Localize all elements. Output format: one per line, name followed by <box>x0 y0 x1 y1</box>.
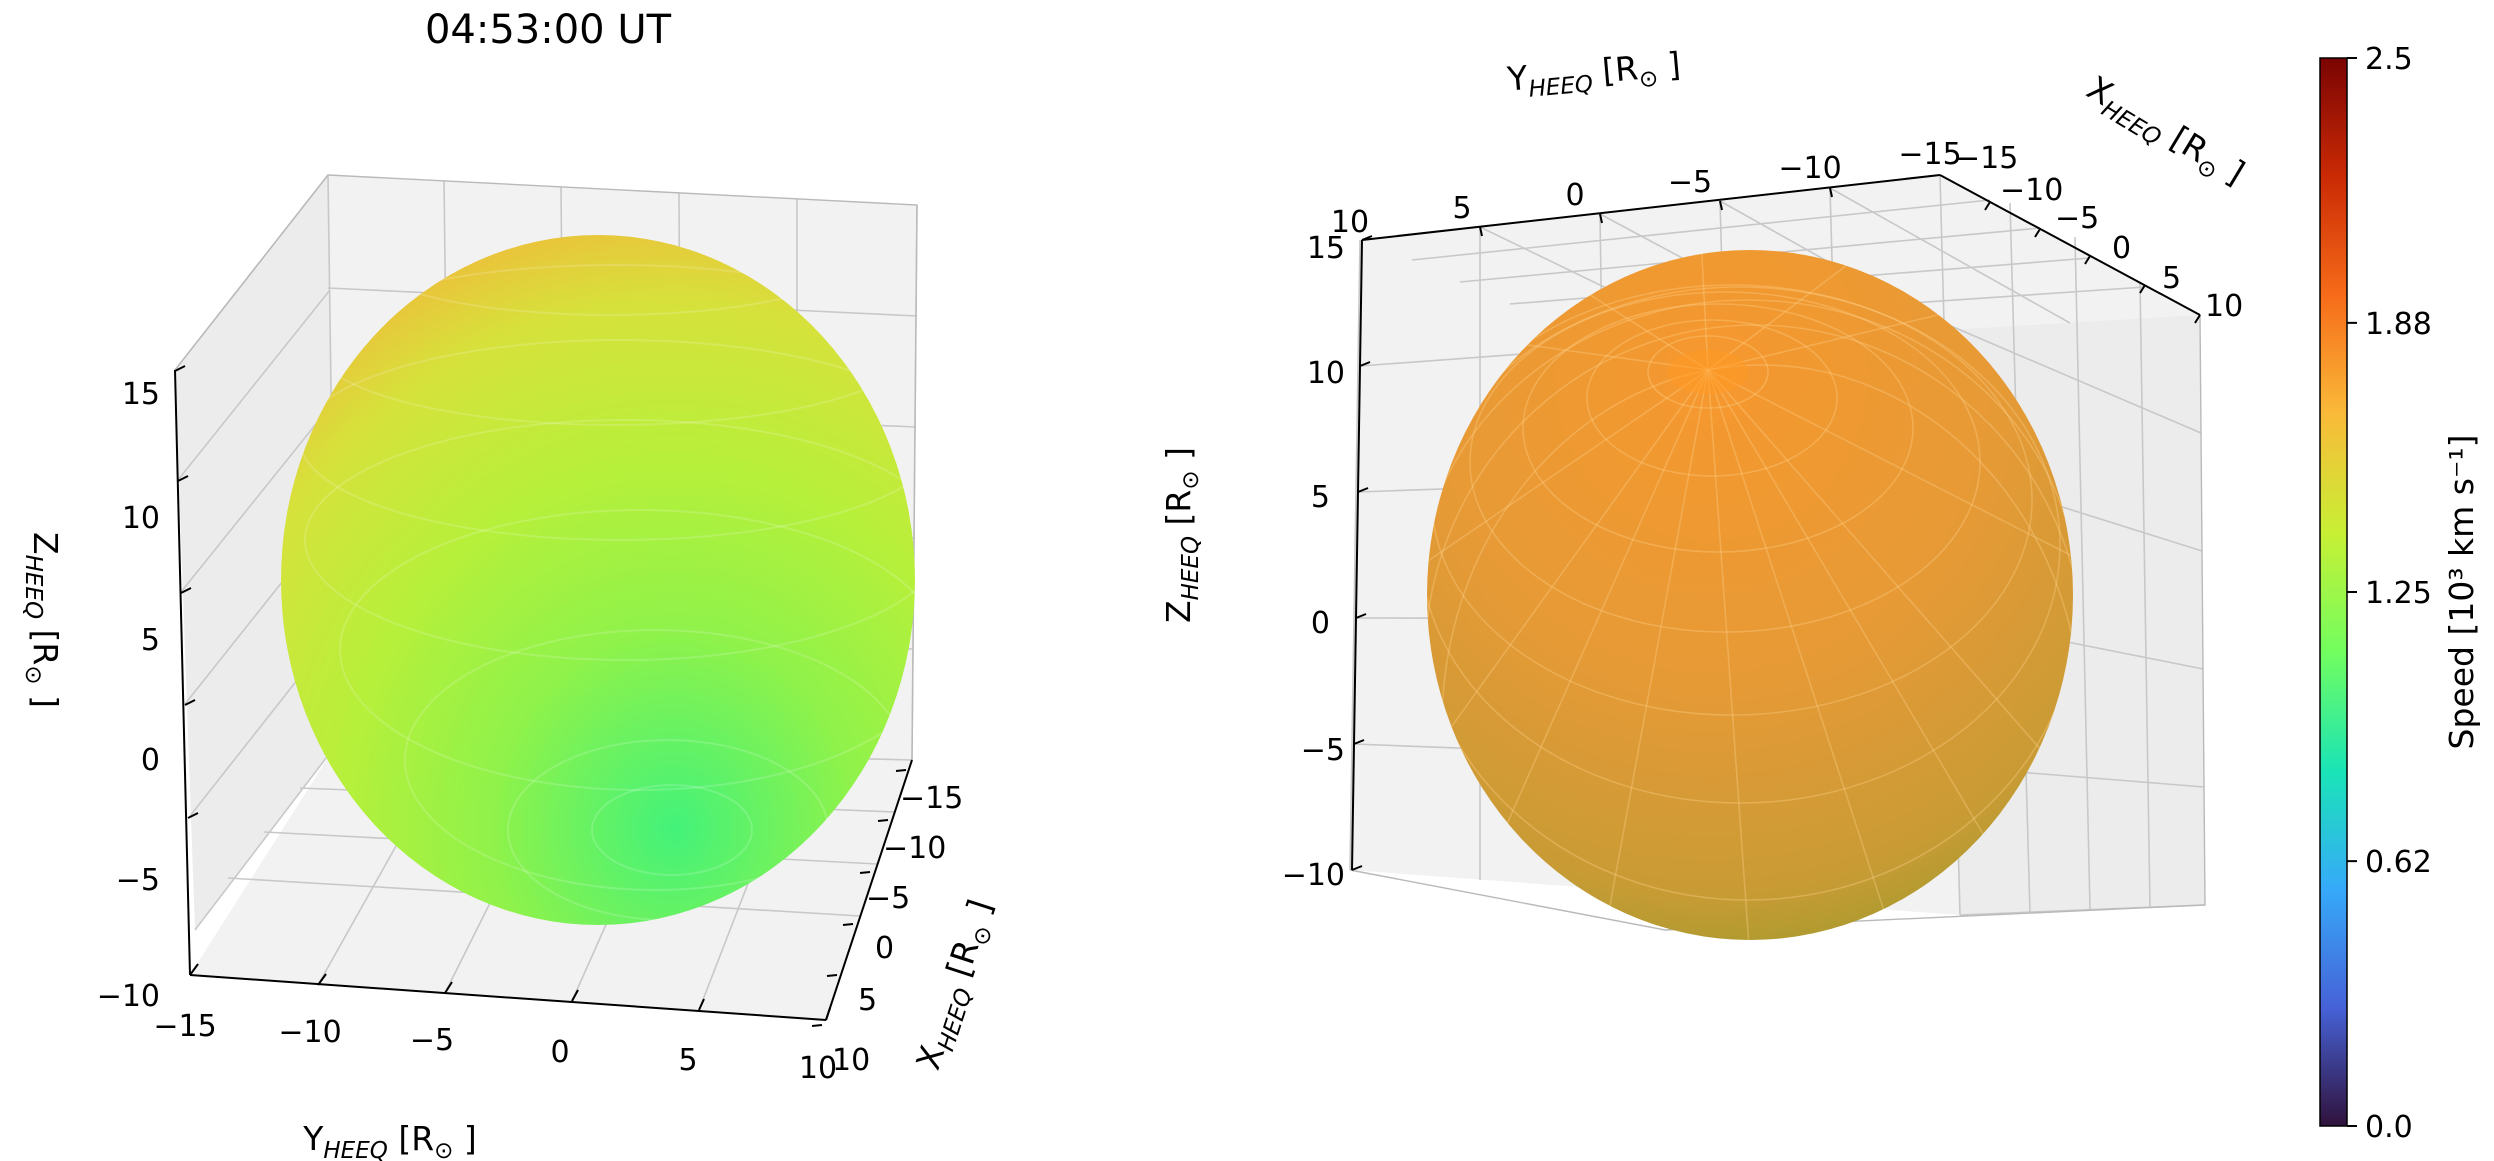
right-tickmarks <box>1351 187 2201 871</box>
tick-label: 10 <box>122 501 160 536</box>
tick-label: 0 <box>1311 606 1330 641</box>
left-ellipsoid-body <box>281 235 915 925</box>
tick-label: −10 <box>1778 151 1841 186</box>
colorbar-label: Speed [10³ km s⁻¹] <box>2442 435 2481 750</box>
tick-label: 5 <box>858 983 877 1018</box>
tick-label: −10 <box>278 1015 341 1050</box>
right-y-axis-line <box>1361 174 1941 241</box>
right-3d-axes: −10 −5 0 5 10 15 10 5 0 −5 −10 −15 −15 −… <box>1159 45 2251 940</box>
tick-label: 15 <box>122 377 160 412</box>
tick-label: −10 <box>883 831 946 866</box>
right-y-axis-label: YHEEQ [R⊙ ] <box>1505 45 1683 105</box>
right-z-axis-line <box>1351 239 1363 871</box>
tick-label: 10 <box>832 1043 870 1078</box>
left-x-axis-line <box>825 759 913 1021</box>
tick-label: 5 <box>141 623 160 658</box>
colorbar-ticks: 0.0 0.62 1.25 1.88 2.5 <box>2347 42 2432 1145</box>
tick-label: −5 <box>2055 201 2099 236</box>
colorbar-tick-label: 0.0 <box>2365 1110 2413 1145</box>
left-tickmarks <box>174 365 907 1027</box>
tick-label: −5 <box>410 1023 454 1058</box>
right-z-axis-label: ZHEEQ [R⊙ ] <box>1159 447 1204 623</box>
colorbar-gradient-bar <box>2319 57 2348 1127</box>
left-y-axis-label: YHEEQ [R⊙ ] <box>302 1119 477 1161</box>
tick-label: 10 <box>799 1051 837 1086</box>
tick-label: −5 <box>116 863 160 898</box>
tick-label: −15 <box>1955 141 2018 176</box>
tick-label: −10 <box>1282 858 1345 893</box>
left-z-axis-label: ZHEEQ [R⊙ ] <box>20 532 65 708</box>
left-z-axis-line <box>174 369 191 976</box>
tick-label: 10 <box>1307 356 1345 391</box>
right-y-ticklabels: 10 5 0 −5 −10 −15 <box>1331 137 1962 240</box>
tick-label: 15 <box>1307 231 1345 266</box>
left-box-edge <box>174 174 918 761</box>
right-x-ticklabels: −15 −10 −5 0 5 10 <box>1955 141 2243 324</box>
tick-label: 0 <box>141 743 160 778</box>
left-z-ticklabels: −10 −5 0 5 10 15 <box>97 377 160 1014</box>
colorbar-tick-label: 2.5 <box>2365 42 2413 77</box>
tick-label: 10 <box>2205 289 2243 324</box>
tick-label: −15 <box>1898 137 1961 172</box>
tick-label: −10 <box>97 979 160 1014</box>
tick-label: 0 <box>875 931 894 966</box>
left-3d-axes: 04:53:00 UT <box>20 7 1006 1161</box>
colorbar-tick-label: 1.88 <box>2365 307 2432 342</box>
tick-label: 5 <box>1452 191 1471 226</box>
right-x-axis-label: XHEEQ [R⊙ ] <box>2077 68 2251 197</box>
chart-title: 04:53:00 UT <box>425 7 672 53</box>
colorbar-tick-label: 0.62 <box>2365 845 2432 880</box>
left-back-pane-yz <box>175 175 336 930</box>
tick-label: 0 <box>1565 178 1584 213</box>
tick-label: −10 <box>2000 173 2063 208</box>
left-x-axis-label: XHEEQ [R⊙ ] <box>908 895 1005 1076</box>
left-y-axis-line <box>189 974 827 1021</box>
tick-label: −5 <box>866 881 910 916</box>
tick-label: 10 <box>1331 205 1369 240</box>
left-x-ticklabels: −15 −10 −5 0 5 10 <box>832 781 963 1078</box>
tick-label: −5 <box>1301 733 1345 768</box>
tick-label: 0 <box>2112 231 2131 266</box>
right-ellipsoid-body <box>1427 250 2073 940</box>
right-ellipsoid-apex <box>1668 350 1748 394</box>
tick-label: 5 <box>1311 480 1330 515</box>
tick-label: 0 <box>550 1035 569 1070</box>
colorbar-tick-label: 1.25 <box>2365 576 2432 611</box>
right-x-axis-line <box>1939 174 2201 316</box>
tick-label: 5 <box>2162 261 2181 296</box>
left-y-ticklabels: −15 −10 −5 0 5 10 <box>153 1009 837 1086</box>
left-ellipsoid <box>281 235 915 925</box>
tick-label: −5 <box>1668 165 1712 200</box>
right-z-ticklabels: −10 −5 0 5 10 15 <box>1282 231 1345 893</box>
colorbar: 0.0 0.62 1.25 1.88 2.5 Speed [10³ km s⁻¹] <box>2319 42 2481 1145</box>
tick-label: 5 <box>678 1043 697 1078</box>
tick-label: −15 <box>153 1009 216 1044</box>
right-box-edge <box>1349 314 2206 931</box>
tick-label: −15 <box>900 781 963 816</box>
